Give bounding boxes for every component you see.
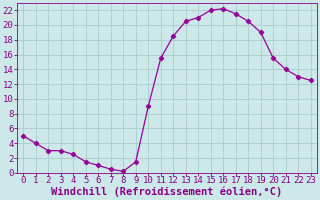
X-axis label: Windchill (Refroidissement éolien,°C): Windchill (Refroidissement éolien,°C) bbox=[52, 187, 283, 197]
